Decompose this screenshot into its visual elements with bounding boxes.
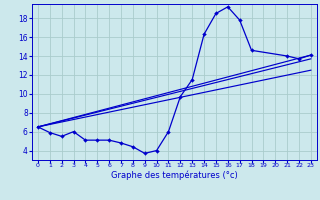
- X-axis label: Graphe des températures (°c): Graphe des températures (°c): [111, 171, 238, 180]
